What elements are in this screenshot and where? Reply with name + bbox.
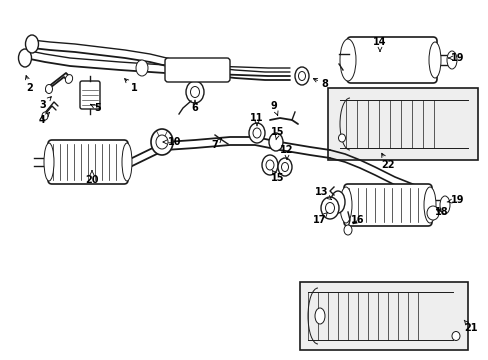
Text: 11: 11 [250,113,263,126]
Text: 22: 22 [381,153,394,170]
Ellipse shape [190,86,199,98]
Ellipse shape [185,81,203,103]
Text: 15: 15 [271,127,284,140]
Ellipse shape [446,51,456,69]
Text: 19: 19 [447,53,464,63]
Ellipse shape [262,155,278,175]
Ellipse shape [314,308,325,324]
Ellipse shape [156,135,168,149]
Ellipse shape [42,112,48,120]
Text: 13: 13 [315,187,331,200]
Text: 17: 17 [313,212,327,225]
Ellipse shape [278,158,291,176]
Ellipse shape [281,162,288,171]
FancyBboxPatch shape [343,184,431,226]
Ellipse shape [320,197,338,219]
FancyBboxPatch shape [164,58,229,82]
FancyBboxPatch shape [48,140,128,184]
Text: 18: 18 [434,207,448,217]
Text: 1: 1 [124,78,137,93]
Text: 3: 3 [40,96,51,110]
Text: 19: 19 [446,195,464,205]
Bar [299,282,467,350]
Text: 10: 10 [163,137,182,147]
Ellipse shape [423,187,435,223]
Text: 4: 4 [39,113,49,125]
Ellipse shape [122,143,132,181]
Ellipse shape [25,35,39,53]
Ellipse shape [44,143,54,181]
Ellipse shape [343,225,351,235]
Text: 6: 6 [191,100,198,113]
Ellipse shape [252,128,261,138]
Ellipse shape [151,129,173,155]
Ellipse shape [268,133,283,151]
Ellipse shape [339,187,351,223]
Ellipse shape [265,160,273,170]
Ellipse shape [19,49,31,67]
Ellipse shape [65,75,73,84]
Ellipse shape [339,39,355,81]
Ellipse shape [330,191,345,213]
Ellipse shape [338,134,345,142]
Text: 14: 14 [372,37,386,51]
Text: 21: 21 [463,320,477,333]
Ellipse shape [45,85,52,94]
Text: 9: 9 [270,101,278,115]
Ellipse shape [298,72,305,81]
Text: 15: 15 [271,170,284,183]
Text: 20: 20 [85,171,99,185]
Ellipse shape [439,196,449,214]
Text: 16: 16 [350,215,364,225]
Ellipse shape [325,202,334,213]
Bar [327,88,477,160]
Ellipse shape [428,42,440,78]
Ellipse shape [294,67,308,85]
Text: 5: 5 [90,103,101,113]
FancyBboxPatch shape [346,37,436,83]
Ellipse shape [426,206,438,220]
Text: 8: 8 [313,78,328,89]
Ellipse shape [248,123,264,143]
FancyBboxPatch shape [80,81,100,109]
Ellipse shape [451,332,459,341]
Text: 7: 7 [211,139,221,150]
Text: 12: 12 [280,145,293,159]
Ellipse shape [136,60,148,76]
Text: 2: 2 [25,76,33,93]
